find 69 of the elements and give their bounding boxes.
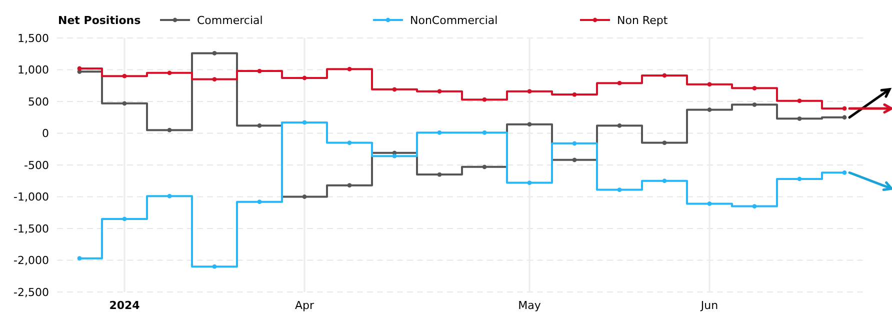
point <box>662 140 667 145</box>
point <box>752 102 757 107</box>
point <box>167 194 172 198</box>
point <box>707 202 712 206</box>
point <box>527 89 532 94</box>
point <box>347 140 352 145</box>
y-tick-label: -1,000 <box>14 190 49 204</box>
point <box>122 74 127 78</box>
point <box>122 101 127 106</box>
point <box>167 70 172 76</box>
point <box>752 204 757 208</box>
point <box>797 98 802 104</box>
point <box>347 66 352 72</box>
point <box>302 120 307 125</box>
legend-label: Commercial <box>197 14 263 27</box>
point <box>617 123 622 128</box>
point <box>212 77 217 82</box>
legend-label: Non Rept <box>617 14 668 27</box>
point <box>752 86 757 90</box>
point <box>437 130 442 135</box>
point <box>572 92 577 97</box>
point <box>77 66 82 71</box>
point <box>842 170 847 175</box>
point <box>482 97 487 102</box>
point <box>392 154 397 158</box>
y-tick-label: -2,500 <box>14 286 49 299</box>
x-tick-label: Apr <box>294 299 314 312</box>
point <box>842 106 847 111</box>
point <box>662 178 667 184</box>
point <box>437 172 442 177</box>
point <box>437 89 442 94</box>
y-tick-label: 0 <box>42 127 49 140</box>
point <box>527 180 532 185</box>
point <box>617 80 622 86</box>
point <box>257 68 262 74</box>
point <box>257 200 262 204</box>
point <box>572 141 577 146</box>
y-tick-label: -2,000 <box>14 254 49 268</box>
point <box>482 130 487 135</box>
point <box>662 73 667 78</box>
point <box>347 183 352 188</box>
y-tick-label: -1,500 <box>14 222 49 236</box>
point <box>707 82 712 87</box>
x-tick-label: Jun <box>700 299 718 312</box>
point <box>122 216 127 222</box>
point <box>707 108 712 112</box>
point <box>392 87 397 92</box>
point <box>167 128 172 132</box>
point <box>527 122 532 127</box>
legend-title: Net Positions <box>58 14 142 27</box>
y-tick-label: 1,000 <box>18 64 49 77</box>
legend-label: NonCommercial <box>410 14 498 27</box>
point <box>212 264 217 269</box>
point <box>302 76 307 80</box>
point <box>617 188 622 192</box>
y-tick-label: 500 <box>28 95 49 108</box>
y-tick-label: 1,500 <box>18 32 49 45</box>
point <box>842 115 847 120</box>
point <box>77 256 82 261</box>
point <box>797 116 802 121</box>
x-tick-label: May <box>518 299 542 312</box>
point <box>572 158 577 162</box>
point <box>797 176 802 182</box>
point <box>257 123 262 128</box>
point <box>212 51 217 56</box>
point <box>482 164 487 170</box>
x-tick-label: 2024 <box>109 299 140 312</box>
y-tick-label: -500 <box>24 158 49 172</box>
point <box>302 194 307 199</box>
